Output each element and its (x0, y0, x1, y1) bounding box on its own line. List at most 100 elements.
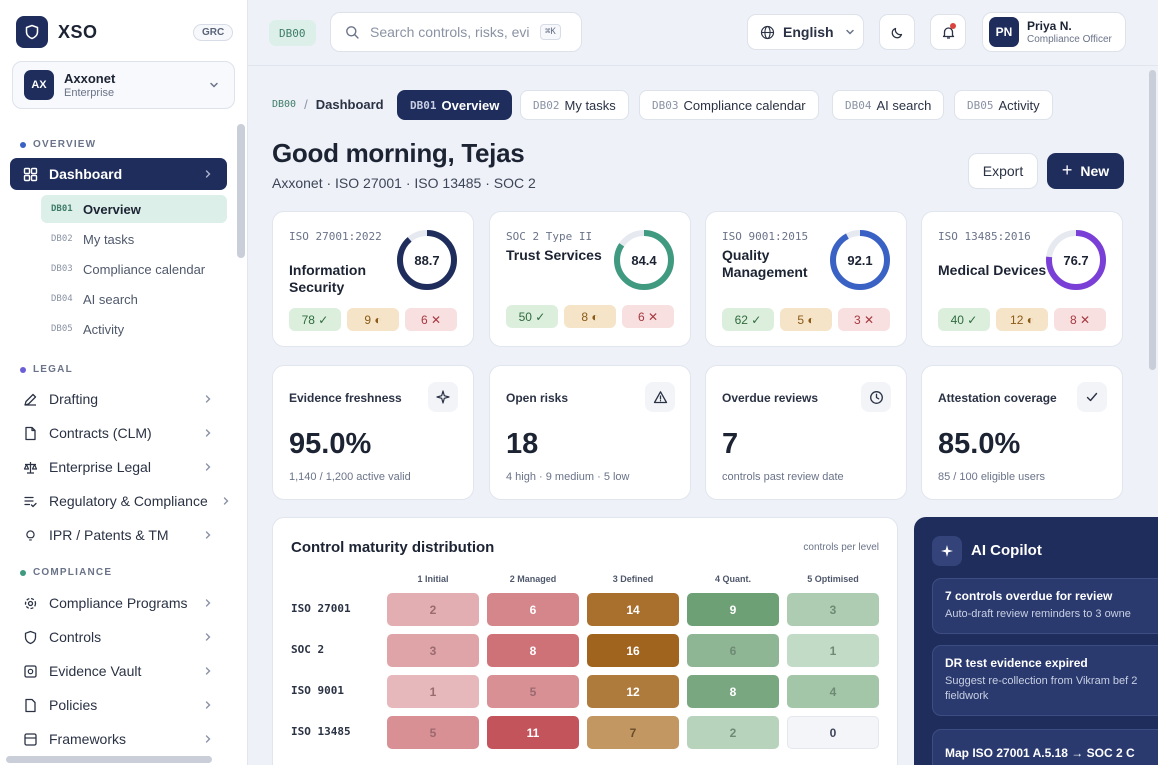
sidebar-item-policies[interactable]: Policies (10, 689, 227, 721)
heatmap-cell[interactable]: 11 (487, 716, 579, 749)
sidebar-subitem-ai-search[interactable]: DB04 AI search (41, 285, 227, 313)
tab-compliance-calendar[interactable]: DB03 Compliance calendar (639, 90, 819, 120)
kpi-card-evidence-freshness[interactable]: Evidence freshness 95.0% 1,140 / 1,200 a… (272, 365, 474, 500)
passing-count: 40 ✓ (938, 308, 990, 331)
grc-badge: GRC (193, 24, 234, 41)
section-legal: LEGAL (20, 364, 73, 375)
language-select[interactable]: English (747, 14, 864, 50)
sidebar-item-regulatory[interactable]: Regulatory & Compliance (10, 485, 229, 517)
section-dot (20, 569, 26, 576)
chevron-down-icon (845, 29, 854, 35)
score-ring-fill (614, 230, 674, 290)
heatmap-cell[interactable]: 4 (787, 675, 879, 708)
notifications-button[interactable] (930, 14, 966, 50)
heatmap-cell[interactable]: 6 (487, 593, 579, 626)
heatmap-cell[interactable]: 1 (787, 634, 879, 667)
heatmap-cell[interactable]: 3 (787, 593, 879, 626)
heatmap-cell[interactable]: 16 (587, 634, 679, 667)
sidebar-item-compliance-programs[interactable]: Compliance Programs (10, 587, 227, 619)
sidebar-item-label: Enterprise Legal (49, 459, 151, 475)
chevron-right-icon (223, 497, 229, 505)
sidebar-subitem-activity[interactable]: DB05 Activity (41, 315, 227, 343)
page-code-badge: DB00 (269, 20, 316, 46)
sidebar-item-label: Controls (49, 629, 102, 645)
heatmap-cell[interactable]: 3 (387, 634, 479, 667)
kpi-card-open-risks[interactable]: Open risks 18 4 high · 9 medium · 5 low (489, 365, 691, 500)
heatmap-cell[interactable]: 5 (387, 716, 479, 749)
chevron-right-icon (205, 463, 211, 471)
sidebar-subitem-my-tasks[interactable]: DB02 My tasks (41, 225, 227, 253)
sub-code: DB05 (51, 324, 73, 334)
heatmap-cell[interactable]: 1 (387, 675, 479, 708)
search-box[interactable]: ⌘K (330, 12, 582, 52)
sparkle-icon (932, 536, 962, 566)
kpi-detail: 1,140 / 1,200 active valid (289, 471, 411, 483)
kpi-card-attestation-coverage[interactable]: Attestation coverage 85.0% 85 / 100 elig… (921, 365, 1123, 500)
score-ring (614, 230, 674, 290)
heatmap-cell[interactable]: 14 (587, 593, 679, 626)
tab-overview[interactable]: DB01 Overview (397, 90, 513, 120)
sub-code: DB03 (51, 264, 73, 274)
main-scrollbar[interactable] (1149, 70, 1156, 370)
sidebar-item-frameworks[interactable]: Frameworks (10, 723, 227, 755)
failing-count: 6 ✕ (622, 305, 674, 328)
control-maturity-heatmap: Control maturity distribution controls p… (272, 517, 898, 765)
heatmap-cell[interactable]: 0 (787, 716, 879, 749)
heatmap-cell[interactable]: 7 (587, 716, 679, 749)
grid-icon (22, 166, 38, 182)
brand[interactable]: XSO (16, 16, 98, 48)
sidebar-item-evidence-vault[interactable]: Evidence Vault (10, 655, 227, 687)
sidebar-item-contracts[interactable]: Contracts (CLM) (10, 417, 227, 449)
heatmap-row-label: ISO 9001 (291, 684, 344, 697)
kpi-card-overdue-reviews[interactable]: Overdue reviews 7 controls past review d… (705, 365, 907, 500)
framework-card-iso13485[interactable]: ISO 13485:2016 Medical Devices 76.7 40 ✓… (921, 211, 1123, 347)
notification-dot (950, 23, 956, 29)
breadcrumb-code[interactable]: DB00 (272, 99, 297, 110)
section-dot (20, 141, 26, 148)
sub-code: DB02 (51, 234, 73, 244)
score-ring-fill (397, 230, 457, 290)
sidebar-item-dashboard[interactable]: Dashboard (10, 158, 227, 190)
heatmap-cell[interactable]: 12 (587, 675, 679, 708)
score-ring-fill (1046, 230, 1106, 290)
sidebar-horizontal-scrollbar[interactable] (6, 756, 212, 763)
search-input[interactable] (370, 24, 536, 40)
sidebar-item-label: Contracts (CLM) (49, 425, 152, 441)
tab-my-tasks[interactable]: DB02 My tasks (520, 90, 629, 120)
framework-card-soc2[interactable]: SOC 2 Type II Trust Services 84.4 50 ✓ 8… (489, 211, 691, 347)
heatmap-cell[interactable]: 6 (687, 634, 779, 667)
heatmap-cell[interactable]: 2 (687, 716, 779, 749)
tab-activity[interactable]: DB05 Activity (954, 90, 1053, 120)
export-button[interactable]: Export (968, 153, 1038, 189)
tab-code: DB01 (410, 98, 437, 112)
heatmap-cell[interactable]: 8 (487, 634, 579, 667)
heatmap-cell[interactable]: 9 (687, 593, 779, 626)
new-button-label: New (1080, 163, 1110, 179)
copilot-suggestion[interactable]: DR test evidence expired Suggest re-coll… (932, 645, 1158, 716)
copilot-suggestion[interactable]: 7 controls overdue for review Auto-draft… (932, 578, 1158, 634)
framework-card-iso27001[interactable]: ISO 27001:2022 Information Security 88.7… (272, 211, 474, 347)
sidebar-item-ipr[interactable]: IPR / Patents & TM (10, 519, 227, 551)
sidebar-item-enterprise-legal[interactable]: Enterprise Legal (10, 451, 227, 483)
moon-icon (891, 27, 902, 38)
tab-code: DB02 (533, 98, 560, 112)
tab-ai-search[interactable]: DB04 AI search (832, 90, 945, 120)
theme-toggle-button[interactable] (879, 14, 915, 50)
heatmap-cell[interactable]: 8 (687, 675, 779, 708)
chevron-down-icon (210, 82, 218, 88)
sidebar-scrollbar[interactable] (237, 124, 245, 258)
sidebar-subitem-overview[interactable]: DB01 Overview (41, 195, 227, 223)
sidebar-subitem-compliance-calendar[interactable]: DB03 Compliance calendar (41, 255, 227, 283)
user-menu[interactable]: PN Priya N. Compliance Officer (982, 12, 1126, 52)
new-button[interactable]: + New (1047, 153, 1124, 189)
kpi-value: 7 (722, 428, 739, 460)
sidebar-item-controls[interactable]: Controls (10, 621, 227, 653)
heatmap-cell[interactable]: 5 (487, 675, 579, 708)
failing-count: 8 ✕ (1054, 308, 1106, 331)
copilot-suggestion[interactable]: Map ISO 27001 A.5.18 → SOC 2 C (932, 729, 1158, 765)
sidebar-item-drafting[interactable]: Drafting (10, 383, 227, 415)
heatmap-cell[interactable]: 2 (387, 593, 479, 626)
framework-card-iso9001[interactable]: ISO 9001:2015 Quality Management 92.1 62… (705, 211, 907, 347)
org-switcher[interactable]: AX Axxonet Enterprise (12, 61, 235, 109)
sub-label: Overview (83, 201, 141, 217)
